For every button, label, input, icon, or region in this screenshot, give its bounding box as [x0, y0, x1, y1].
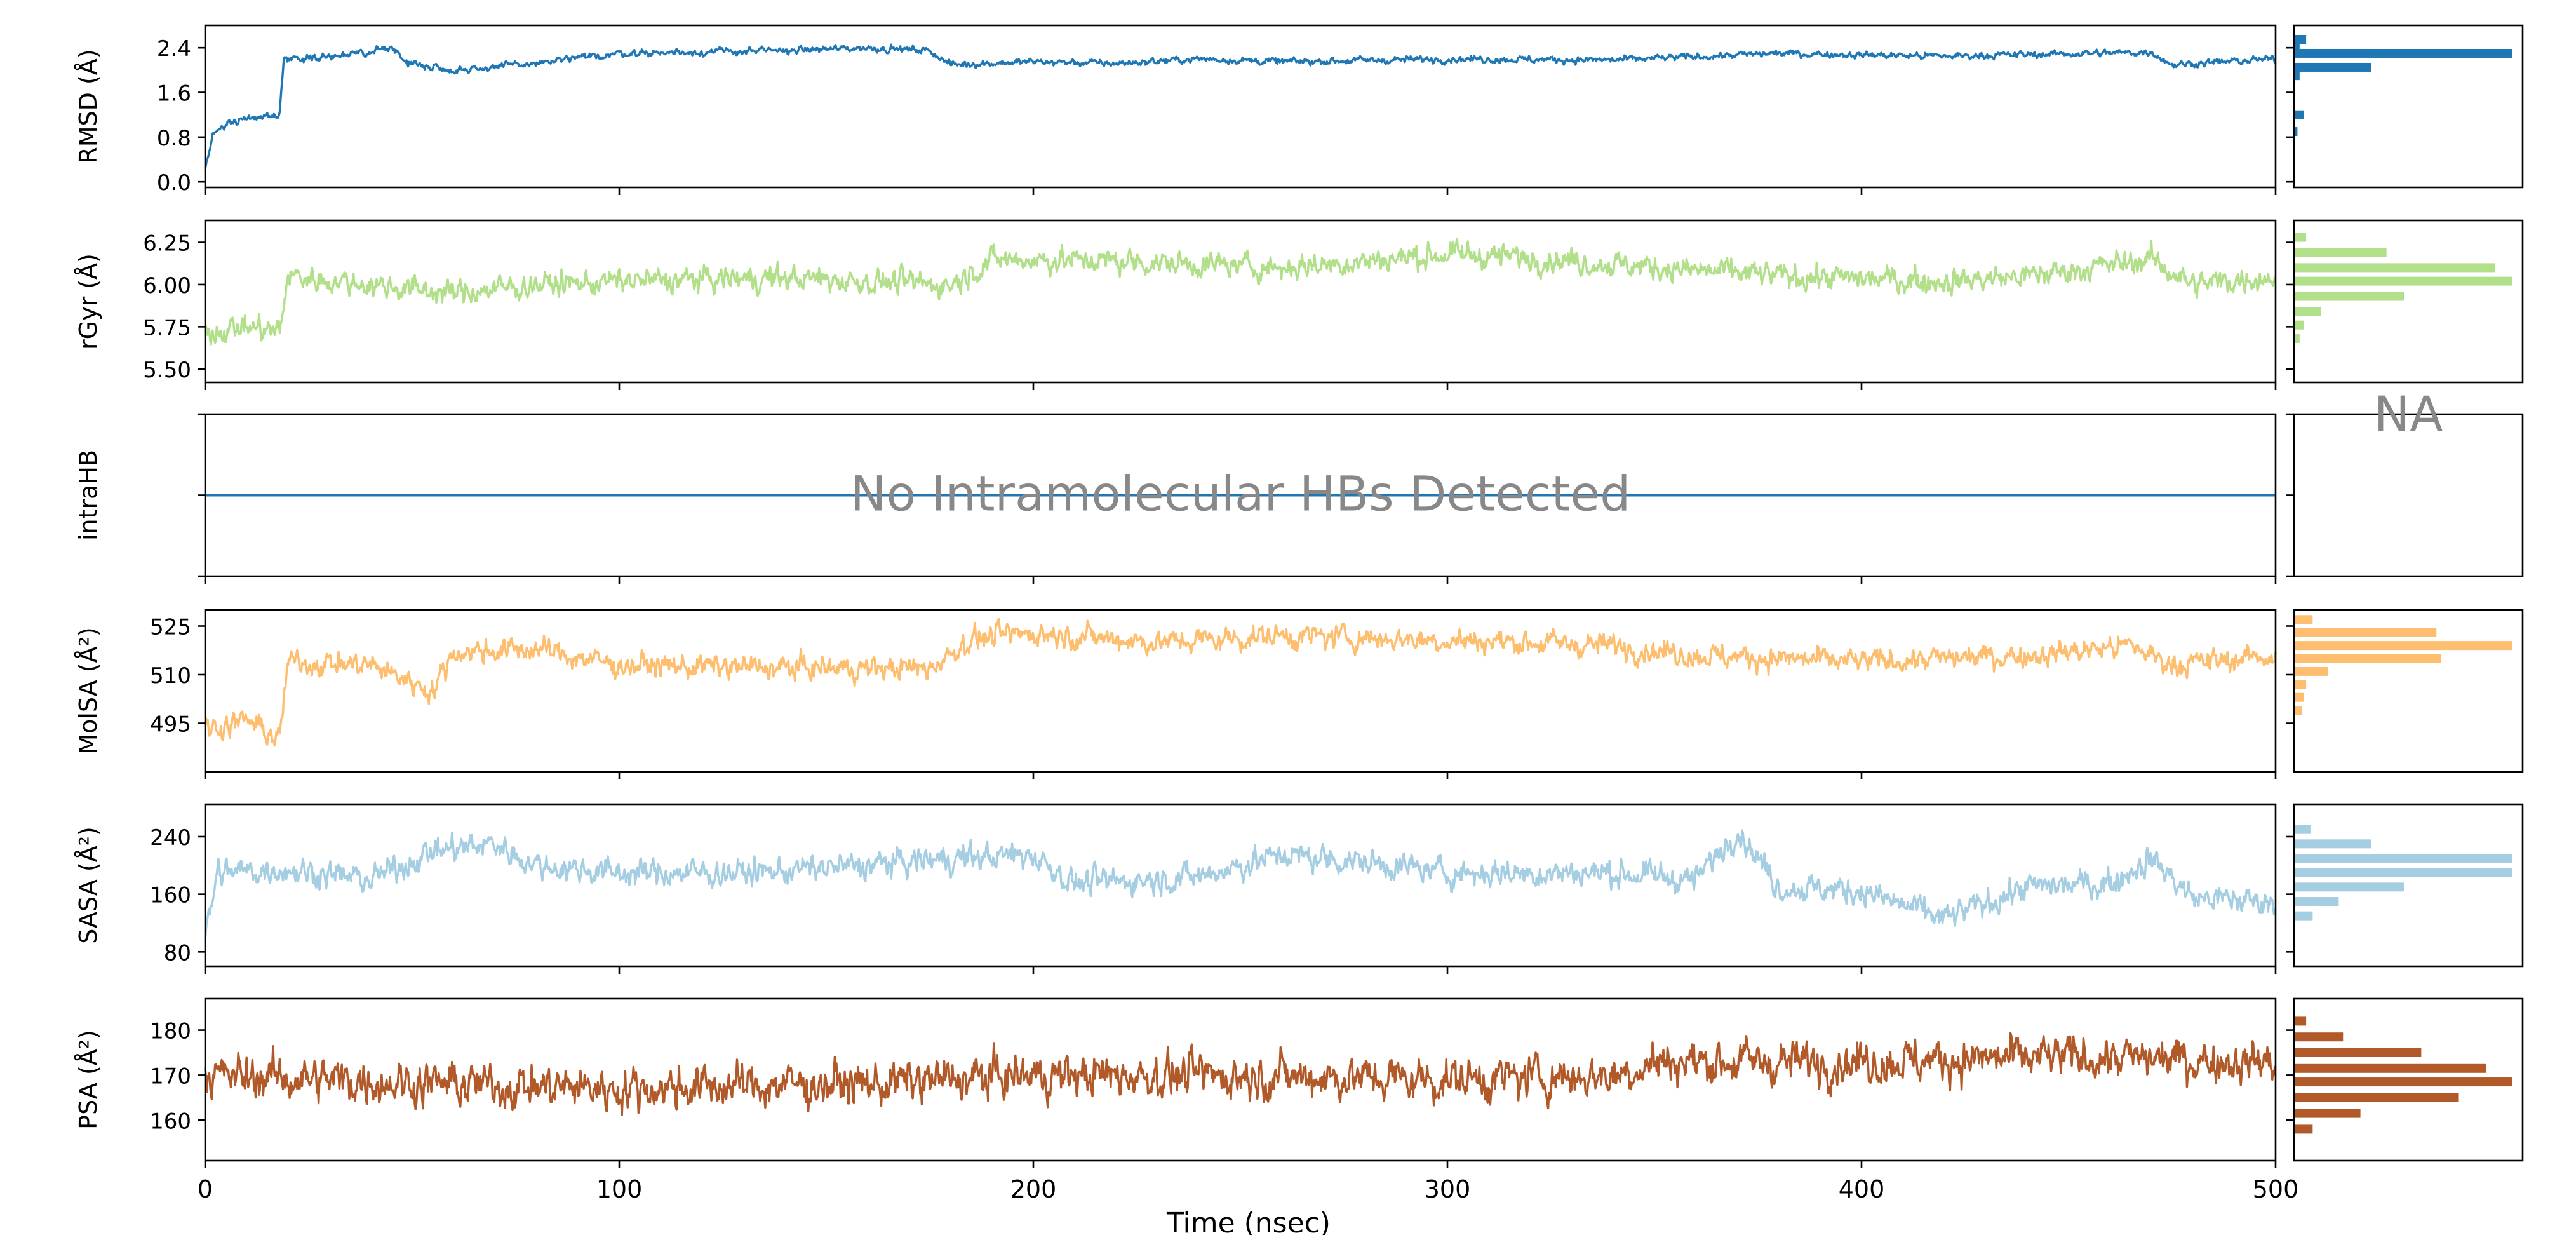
y-axis-label-3: MolSA (Å²) — [74, 627, 102, 754]
x-tick-label: 200 — [1010, 1175, 1057, 1203]
y-tick-label-1: 6.00 — [143, 273, 191, 299]
y-tick-label-4: 240 — [150, 825, 191, 851]
histogram-bar — [2295, 292, 2404, 301]
hist-na-annotation: NA — [2374, 386, 2443, 442]
histogram-bar — [2295, 897, 2339, 906]
histogram-bar — [2295, 62, 2371, 72]
y-axis-label-0: RMSD (Å) — [74, 49, 102, 163]
series-line-1 — [204, 238, 2277, 346]
histogram-bar — [2295, 127, 2298, 137]
no-data-annotation: No Intramolecular HBs Detected — [850, 466, 1631, 522]
series-line-0 — [204, 43, 2277, 170]
histogram-bar — [2295, 666, 2328, 676]
histogram-bar — [2295, 71, 2300, 81]
histogram-bar — [2295, 628, 2437, 637]
histogram-bar — [2295, 48, 2512, 58]
y-tick-label-5: 160 — [150, 1109, 191, 1134]
hist-frame-5 — [2293, 997, 2524, 1162]
plot-frame-4 — [204, 803, 2277, 968]
hist-frame-4 — [2293, 803, 2524, 968]
panel-2: intraHB No Intramolecular HBs Detected NA — [74, 386, 2524, 584]
y-tick-label-1: 5.75 — [143, 315, 191, 341]
y-tick-label-3: 495 — [150, 712, 191, 738]
histogram-bar — [2295, 40, 2300, 50]
panel-5: 0 100 200 300 400 500 160 170 180 PSA (Å²) — [74, 997, 2524, 1203]
histogram-bar — [2295, 1077, 2512, 1087]
histogram-0 — [2295, 34, 2512, 137]
y-axis-label-2: intraHB — [74, 450, 102, 541]
panel-1: 5.50 5.75 6.00 6.25 rGyr (Å) — [74, 219, 2524, 390]
histogram-bar — [2295, 1016, 2307, 1026]
histogram-3 — [2295, 615, 2512, 715]
y-tick-label-3: 525 — [150, 615, 191, 640]
histogram-bar — [2295, 1063, 2486, 1073]
histogram-1 — [2295, 233, 2512, 343]
y-tick-label-0: 0.8 — [157, 126, 191, 151]
series-line-4 — [204, 829, 2277, 940]
y-tick-label-1: 6.25 — [143, 231, 191, 257]
histogram-bar — [2295, 680, 2307, 689]
histogram-bar — [2295, 706, 2302, 715]
histogram-bar — [2295, 654, 2441, 663]
y-tick-label-1: 5.50 — [143, 358, 191, 383]
plot-frame-1 — [204, 219, 2277, 384]
y-tick-label-4: 160 — [150, 883, 191, 908]
histogram-bar — [2295, 882, 2404, 892]
histogram-bar — [2295, 248, 2387, 257]
plot-frame-3 — [204, 609, 2277, 773]
series-line-3 — [204, 618, 2277, 747]
histogram-bar — [2295, 641, 2512, 651]
histogram-bar — [2295, 1109, 2361, 1118]
panel-4: 80 160 240 SASA (Å²) — [74, 803, 2524, 974]
x-tick-label: 0 — [198, 1175, 213, 1203]
histogram-bar — [2295, 854, 2512, 863]
histogram-bar — [2295, 615, 2313, 624]
plot-frame-5 — [204, 997, 2277, 1162]
y-tick-label-0: 0.0 — [157, 170, 191, 196]
hist-frame-0 — [2293, 24, 2524, 189]
histogram-bar — [2295, 692, 2304, 702]
y-tick-label-0: 2.4 — [157, 36, 191, 62]
panel-0: 0.0 0.8 1.6 2.4 RMSD (Å) — [74, 24, 2524, 196]
histogram-bar — [2295, 1032, 2344, 1042]
plot-frame-0 — [204, 24, 2277, 189]
histogram-bar — [2295, 233, 2307, 242]
y-tick-label-5: 170 — [150, 1063, 191, 1089]
y-axis-label-1: rGyr (Å) — [74, 253, 102, 349]
histogram-bar — [2295, 839, 2371, 849]
histogram-4 — [2295, 825, 2512, 921]
x-tick-label: 400 — [1839, 1175, 1885, 1203]
histogram-bar — [2295, 825, 2311, 834]
hist-frame-1 — [2293, 219, 2524, 384]
y-tick-label-5: 180 — [150, 1019, 191, 1044]
histogram-bar — [2295, 263, 2495, 273]
histogram-5 — [2295, 1016, 2512, 1134]
histogram-bar — [2295, 334, 2300, 343]
y-axis-label-5: PSA (Å²) — [74, 1030, 102, 1130]
series-line-5 — [204, 1032, 2277, 1116]
x-tick-label: 500 — [2253, 1175, 2299, 1203]
histogram-bar — [2295, 307, 2322, 316]
x-tick-label: 300 — [1425, 1175, 1471, 1203]
y-axis-label-4: SASA (Å²) — [74, 827, 102, 944]
histogram-bar — [2295, 110, 2304, 119]
histogram-bar — [2295, 276, 2512, 286]
hist-frame-3 — [2293, 609, 2524, 773]
histogram-bar — [2295, 868, 2512, 877]
histogram-bar — [2295, 320, 2304, 330]
panel-3: 495 510 525 MolSA (Å²) — [74, 609, 2524, 779]
y-tick-label-3: 510 — [150, 663, 191, 689]
y-tick-label-4: 80 — [164, 940, 191, 966]
x-axis-label: Time (nsec) — [1166, 1207, 1331, 1235]
histogram-bar — [2295, 1124, 2313, 1134]
x-tick-label: 100 — [596, 1175, 643, 1203]
histogram-bar — [2295, 1093, 2459, 1102]
histogram-bar — [2295, 1048, 2422, 1057]
y-tick-label-0: 1.6 — [157, 81, 191, 107]
histogram-bar — [2295, 911, 2313, 921]
